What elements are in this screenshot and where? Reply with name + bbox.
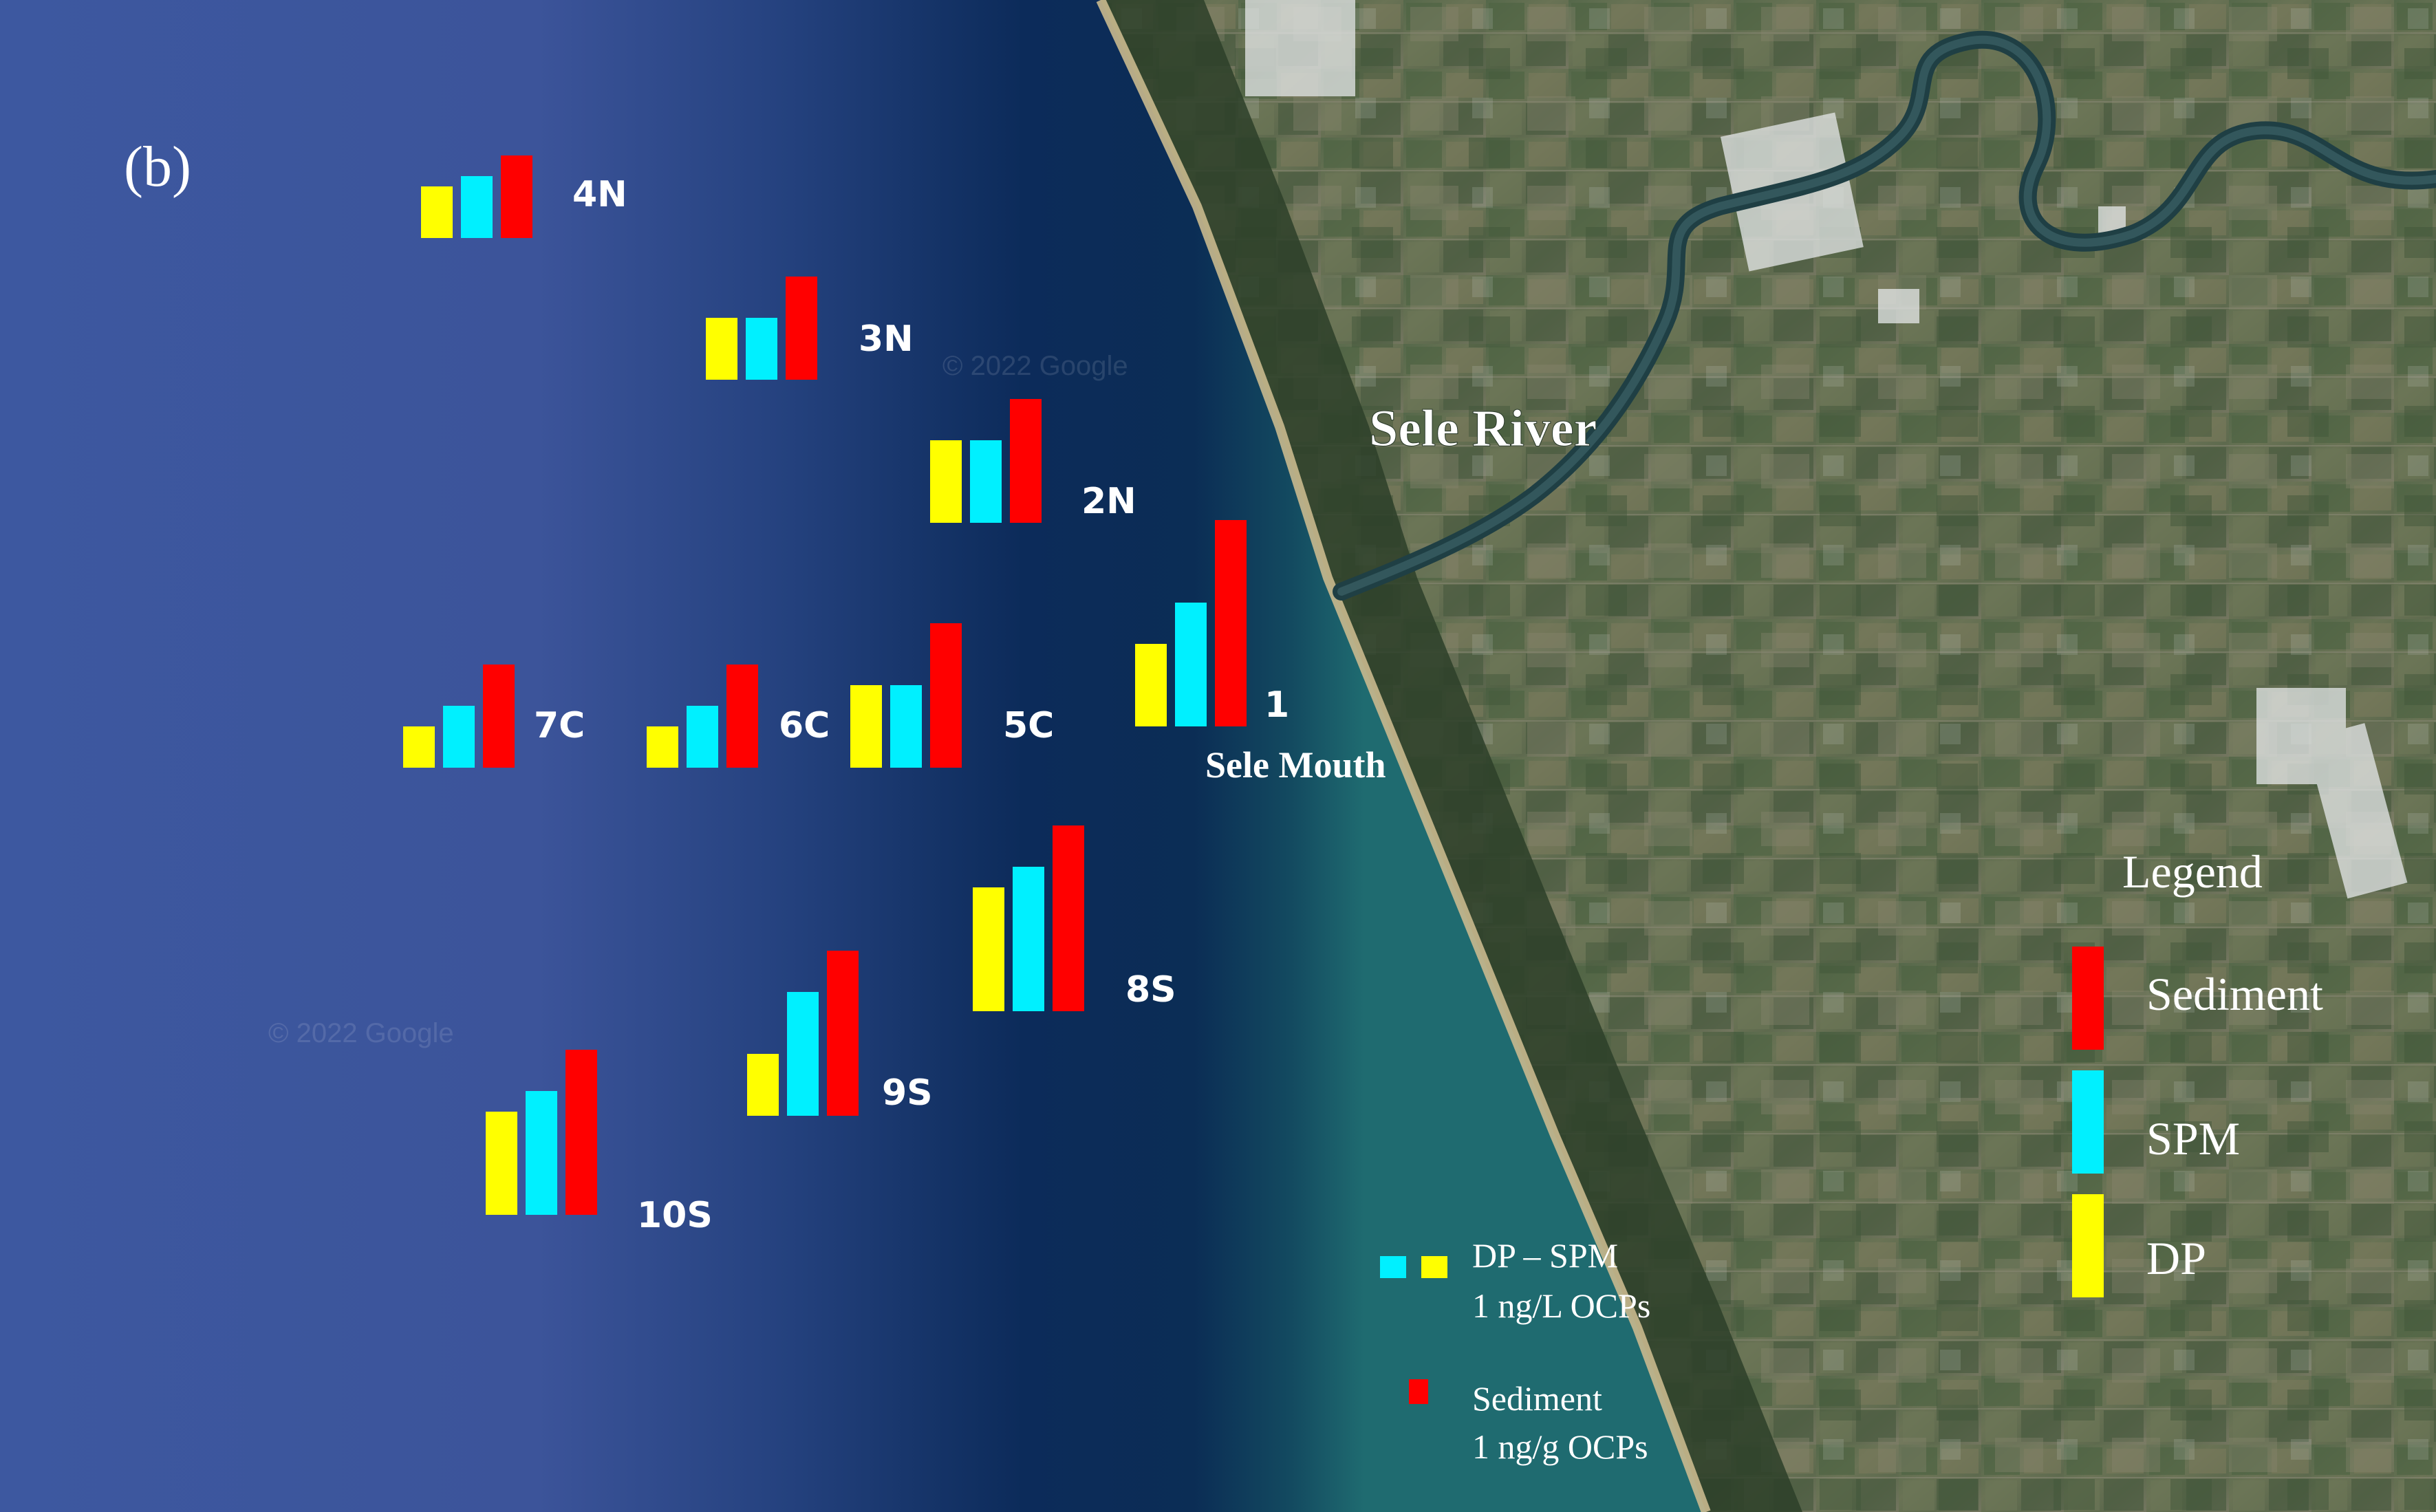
station-group-9s: 9S [747,951,933,1116]
station-label-1: 1 [1264,684,1289,726]
sediment-bar-8s [1053,825,1084,1011]
dp-bar-8s [973,887,1004,1011]
spm-bar-8s [1013,867,1044,1011]
spm-bar-6c [687,706,718,768]
dp-bar-10s [486,1112,517,1215]
sediment-bar-5c [930,623,962,768]
station-label-9s: 9S [882,1072,933,1114]
station-group-10s: 10S [486,1050,713,1236]
station-label-3n: 3N [859,318,914,360]
sediment-bar-7c [483,665,515,768]
scale-box: DP – SPM 1 ng/L OCPs Sediment 1 ng/g OCP… [1380,1236,1650,1466]
spm-bar-5c [890,685,922,768]
legend-label-dp: DP [2146,1232,2206,1284]
sediment-bar-3n [786,277,817,380]
dp-bar-3n [706,318,737,380]
station-label-8s: 8S [1125,969,1176,1011]
station-label-7c: 7C [534,705,585,746]
station-label-4n: 4N [572,174,627,215]
legend-swatch-spm [2072,1070,2104,1174]
dp-bar-7c [403,726,435,768]
spm-bar-3n [746,318,777,380]
sediment-bar-10s [565,1050,597,1215]
mouth-label: Sele Mouth [1205,744,1386,786]
station-group-3n: 3N [706,277,914,380]
station-label-6c: 6C [779,705,830,746]
sediment-bar-4n [501,155,532,238]
station-group-8s: 8S [973,825,1176,1011]
watermark-bottom: © 2022 Google [268,1018,454,1048]
station-label-10s: 10S [637,1195,713,1236]
station-label-5c: 5C [1003,705,1054,746]
station-group-6c: 6C [647,665,830,768]
dp-bar-6c [647,726,678,768]
station-label-2n: 2N [1081,481,1136,522]
station-group-1: 1 [1135,520,1289,726]
scale-sediment-swatch [1409,1379,1428,1404]
legend-label-sediment: Sediment [2146,968,2323,1020]
spm-bar-1 [1175,603,1207,726]
dp-bar-5c [850,685,882,768]
sediment-bar-9s [827,951,859,1116]
legend-swatch-dp [2072,1194,2104,1297]
spm-bar-2n [970,440,1002,523]
coastline [1096,0,1711,1512]
station-group-4n: 4N [421,155,627,238]
scale-spm-swatch [1380,1256,1406,1278]
panel-label: (b) [124,135,191,199]
legend-label-spm: SPM [2146,1112,2240,1165]
legend-swatch-sediment [2072,947,2104,1050]
legend-title: Legend [2122,845,2263,898]
station-group-2n: 2N [930,399,1136,523]
river-label: Sele River [1369,400,1597,457]
sediment-bar-6c [726,665,758,768]
sediment-bar-1 [1215,520,1247,726]
station-group-7c: 7C [403,665,585,768]
spm-bar-9s [787,992,819,1116]
scale-dp-swatch [1421,1256,1447,1278]
spm-bar-10s [526,1091,557,1215]
sediment-bar-2n [1010,399,1042,523]
station-group-5c: 5C [850,623,1054,768]
legend: Legend Sediment SPM DP [2072,845,2323,1297]
dp-bar-1 [1135,644,1167,726]
greenhouse-patches [1245,0,2408,899]
scale-water-unit: 1 ng/L OCPs [1472,1286,1650,1325]
station-bars-layer: 4N 3N 2N 1 5C 6C 7C 8S 9S 10S [403,155,1289,1236]
watermark-top: © 2022 Google [942,351,1128,381]
spm-bar-4n [461,176,493,238]
spm-bar-7c [443,706,475,768]
dp-bar-9s [747,1054,779,1116]
scale-sediment-unit: 1 ng/g OCPs [1472,1427,1648,1466]
dp-bar-4n [421,186,453,238]
dp-bar-2n [930,440,962,523]
scale-sediment-title: Sediment [1472,1379,1602,1418]
scale-water-title: DP – SPM [1472,1236,1618,1275]
